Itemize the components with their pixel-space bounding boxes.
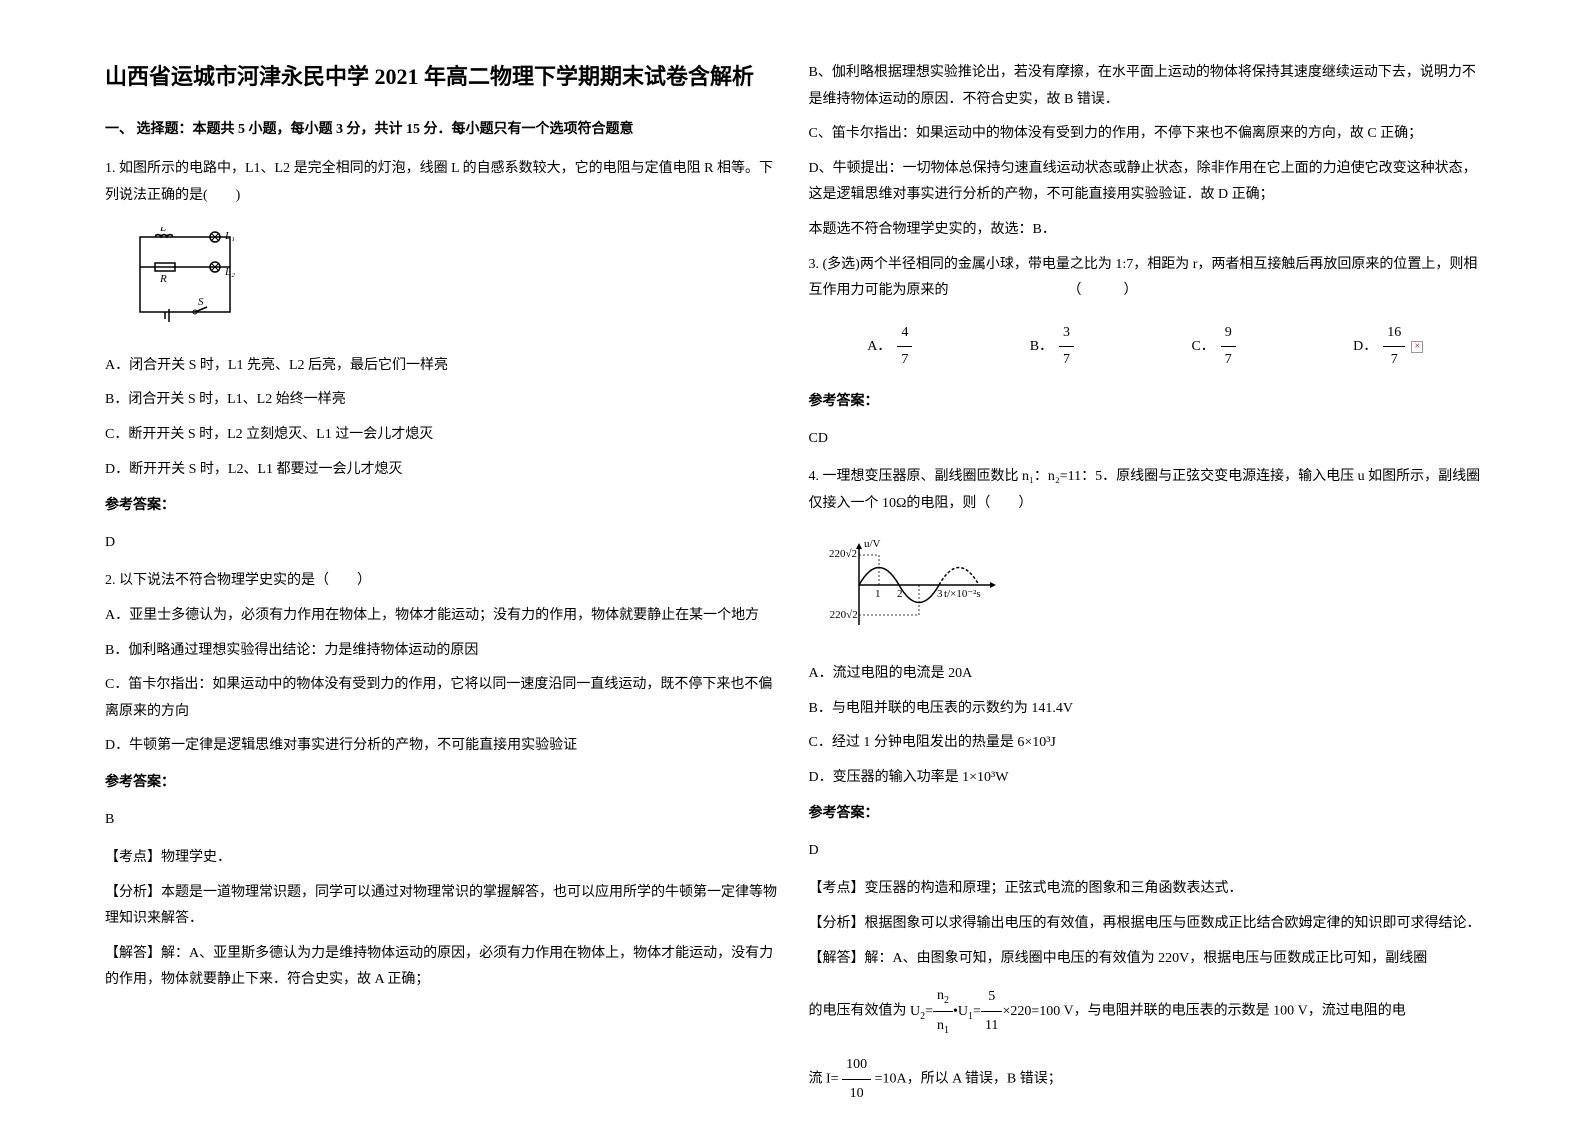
q4-formula-2: 流 I= 100 10 =10A，所以 A 错误，B 错误； (809, 1051, 1483, 1108)
q4-option-d: D．变压器的输入功率是 1×10³W (809, 765, 1483, 792)
exam-title: 山西省运城市河津永民中学 2021 年高二物理下学期期末试卷含解析 (105, 60, 779, 93)
q1-text: 1. 如图所示的电路中，L1、L2 是完全相同的灯泡，线圈 L 的自感系数较大，… (105, 156, 779, 209)
q4-formula1-suffix: V，与电阻并联的电压表的示数是 100 V，流过电阻的电 (1063, 1004, 1405, 1019)
svg-text:1: 1 (875, 588, 881, 600)
q3-optD-label: D． (1353, 334, 1377, 361)
svg-text:3: 3 (937, 588, 943, 600)
svg-text:220√2: 220√2 (829, 548, 857, 560)
q4-formula1-expr: U2=n2n1•U1=511×220=100 (910, 1004, 1060, 1019)
q1-option-d: D．断开开关 S 时，L2、L1 都要过一会儿才熄灭 (105, 457, 779, 484)
q4-formula2-suffix: =10A，所以 A 错误，B 错误； (875, 1072, 1062, 1087)
q2-cont-end: 本题选不符合物理学史实的，故选：B． (809, 217, 1483, 244)
q3-option-d: D． 16 7 × (1353, 320, 1423, 374)
q4-formula-1: 的电压有效值为 U2=n2n1•U1=511×220=100 V，与电阻并联的电… (809, 982, 1483, 1041)
q4-option-a: A．流过电阻的电流是 20A (809, 661, 1483, 688)
q1-option-a: A．闭合开关 S 时，L1 先亮、L2 后亮，最后它们一样亮 (105, 353, 779, 380)
q3-optA-fraction: 4 7 (897, 320, 912, 374)
q4-formula2-den: 10 (842, 1080, 871, 1108)
svg-text:t/×10⁻²s: t/×10⁻²s (944, 588, 981, 600)
q2-option-b: B．伽利略通过理想实验得出结论：力是维持物体运动的原因 (105, 638, 779, 665)
right-column: B、伽利略根据理想实验推论出，若没有摩擦，在水平面上运动的物体将保持其速度继续运… (794, 60, 1498, 1062)
q3-optC-num: 9 (1221, 320, 1236, 348)
q3-optD-den: 7 (1383, 347, 1405, 374)
q3-optA-den: 7 (897, 347, 912, 374)
q1-option-c: C．断开开关 S 时，L2 立刻熄灭、L1 过一会儿才熄灭 (105, 422, 779, 449)
svg-text:u/V: u/V (864, 538, 881, 550)
svg-text:L₁: L₁ (224, 230, 235, 242)
q4-jieda: 【解答】解：A、由图象可知，原线圈中电压的有效值为 220V，根据电压与匝数成正… (809, 946, 1483, 973)
svg-text:R: R (159, 273, 167, 285)
q3-optD-num: 16 (1383, 320, 1405, 348)
wave-diagram: 220√2 -220√2 u/V 1 2 3 t/×10⁻²s (829, 535, 1009, 635)
q3-answer: CD (809, 426, 1483, 453)
q2-text: 2. 以下说法不符合物理学史实的是（ ） (105, 568, 779, 595)
q1-answer: D (105, 530, 779, 557)
q4-option-c: C．经过 1 分钟电阻发出的热量是 6×10³J (809, 730, 1483, 757)
q3-optB-label: B． (1030, 334, 1053, 361)
q3-optC-den: 7 (1221, 347, 1236, 374)
q2-option-d: D．牛顿第一定律是逻辑思维对事实进行分析的产物，不可能直接用实验验证 (105, 733, 779, 760)
q4-fenxi: 【分析】根据图象可以求得输出电压的有效值，再根据电压与匝数成正比结合欧姆定律的知… (809, 911, 1483, 938)
q2-cont-d: D、牛顿提出：一切物体总保持匀速直线运动状态或静止状态，除非作用在它上面的力迫使… (809, 156, 1483, 209)
section-1-header: 一、 选择题：本题共 5 小题，每小题 3 分，共计 15 分．每小题只有一个选… (105, 118, 779, 138)
q3-option-a: A． 4 7 (867, 320, 912, 374)
question-4: 4. 一理想变压器原、副线圈匝数比 n₁：n₂=11：5．原线圈与正弦交变电源连… (809, 464, 1483, 1108)
close-icon: × (1411, 341, 1423, 353)
q3-option-c: C． 9 7 (1191, 320, 1235, 374)
q4-answer: D (809, 838, 1483, 865)
svg-text:-220√2: -220√2 (829, 609, 858, 621)
question-2: 2. 以下说法不符合物理学史实的是（ ） A．亚里士多德认为，必须有力作用在物体… (105, 568, 779, 994)
q3-option-b: B． 3 7 (1030, 320, 1074, 374)
q3-options-row: A． 4 7 B． 3 7 C． 9 7 (809, 320, 1483, 374)
q1-answer-label: 参考答案： (105, 493, 779, 520)
question-1: 1. 如图所示的电路中，L1、L2 是完全相同的灯泡，线圈 L 的自感系数较大，… (105, 156, 779, 556)
question-3: 3. (多选)两个半径相同的金属小球，带电量之比为 1:7，相距为 r，两者相互… (809, 252, 1483, 453)
q3-optA-label: A． (867, 334, 891, 361)
q2-option-c: C．笛卡尔指出：如果运动中的物体没有受到力的作用，它将以同一速度沿同一直线运动，… (105, 672, 779, 725)
q4-formula2-num: 100 (842, 1051, 871, 1080)
q3-optC-label: C． (1191, 334, 1214, 361)
q4-kaodian: 【考点】变压器的构造和原理；正弦式电流的图象和三角函数表达式． (809, 876, 1483, 903)
svg-text:L₂: L₂ (224, 266, 235, 278)
q2-cont-b: B、伽利略根据理想实验推论出，若没有摩擦，在水平面上运动的物体将保持其速度继续运… (809, 60, 1483, 113)
q4-formula1-prefix: 的电压有效值为 (809, 1004, 907, 1019)
q3-optC-fraction: 9 7 (1221, 320, 1236, 374)
svg-text:S: S (198, 296, 204, 308)
q3-answer-label: 参考答案： (809, 389, 1483, 416)
q3-optB-num: 3 (1059, 320, 1074, 348)
q2-cont-c: C、笛卡尔指出：如果运动中的物体没有受到力的作用，不停下来也不偏离原来的方向，故… (809, 121, 1483, 148)
q4-option-b: B．与电阻并联的电压表的示数约为 141.4V (809, 696, 1483, 723)
q1-option-b: B．闭合开关 S 时，L1、L2 始终一样亮 (105, 387, 779, 414)
q3-optD-fraction: 16 7 (1383, 320, 1405, 374)
q2-answer-label: 参考答案： (105, 770, 779, 797)
q2-fenxi: 【分析】本题是一道物理常识题，同学可以通过对物理常识的掌握解答，也可以应用所学的… (105, 880, 779, 933)
svg-text:L: L (159, 227, 166, 234)
q2-option-a: A．亚里士多德认为，必须有力作用在物体上，物体才能运动；没有力的作用，物体就要静… (105, 603, 779, 630)
circuit-diagram: L L₁ R L₂ S (125, 227, 245, 327)
q2-jieda: 【解答】解：A、亚里斯多德认为力是维持物体运动的原因，必须有力作用在物体上，物体… (105, 941, 779, 994)
q2-kaodian: 【考点】物理学史． (105, 845, 779, 872)
q3-optA-num: 4 (897, 320, 912, 348)
q4-formula2-prefix: 流 I= (809, 1072, 839, 1087)
q4-formula2-fraction: 100 10 (842, 1051, 871, 1108)
q4-text: 4. 一理想变压器原、副线圈匝数比 n₁：n₂=11：5．原线圈与正弦交变电源连… (809, 464, 1483, 517)
q3-text: 3. (多选)两个半径相同的金属小球，带电量之比为 1:7，相距为 r，两者相互… (809, 252, 1483, 305)
q4-answer-label: 参考答案： (809, 801, 1483, 828)
left-column: 山西省运城市河津永民中学 2021 年高二物理下学期期末试卷含解析 一、 选择题… (90, 60, 794, 1062)
svg-text:2: 2 (897, 588, 903, 600)
q3-optB-den: 7 (1059, 347, 1074, 374)
q3-optB-fraction: 3 7 (1059, 320, 1074, 374)
q2-answer: B (105, 807, 779, 834)
